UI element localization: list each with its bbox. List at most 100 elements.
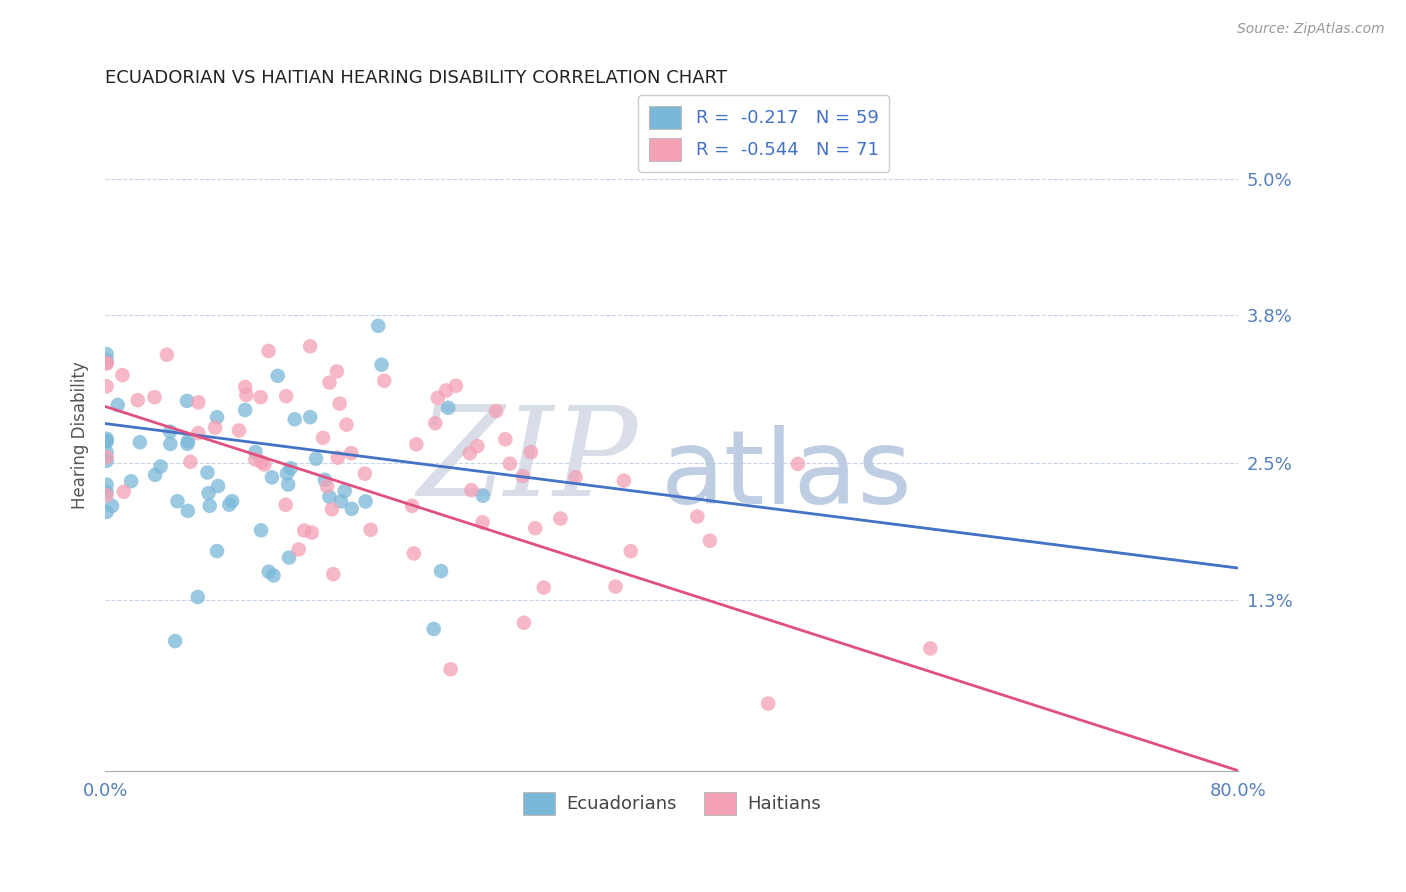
Point xyxy=(524,521,547,535)
Point xyxy=(187,395,209,409)
Point xyxy=(96,450,118,465)
Point xyxy=(253,458,276,472)
Point xyxy=(111,368,134,382)
Point xyxy=(316,479,339,493)
Text: atlas: atlas xyxy=(661,425,912,525)
Point xyxy=(96,434,118,448)
Point xyxy=(367,318,389,333)
Point xyxy=(187,590,209,604)
Point xyxy=(299,339,322,353)
Point xyxy=(245,452,267,467)
Point xyxy=(267,368,290,383)
Point xyxy=(686,509,709,524)
Point xyxy=(250,455,273,469)
Point xyxy=(128,435,150,450)
Point xyxy=(318,490,340,504)
Point xyxy=(322,567,344,582)
Point xyxy=(257,343,280,358)
Point xyxy=(165,634,187,648)
Point xyxy=(257,565,280,579)
Point xyxy=(485,404,508,418)
Point xyxy=(326,450,349,465)
Point xyxy=(96,488,118,502)
Point xyxy=(245,445,267,459)
Point xyxy=(318,376,340,390)
Point xyxy=(333,483,356,498)
Point xyxy=(263,568,285,582)
Point xyxy=(205,544,228,558)
Point xyxy=(520,445,543,459)
Point xyxy=(159,437,181,451)
Point xyxy=(422,622,444,636)
Point xyxy=(156,348,179,362)
Point xyxy=(440,662,463,676)
Point xyxy=(620,544,643,558)
Point xyxy=(756,697,779,711)
Point xyxy=(494,432,516,446)
Point xyxy=(233,403,256,417)
Point xyxy=(233,380,256,394)
Point xyxy=(96,434,118,449)
Point xyxy=(301,525,323,540)
Point xyxy=(699,533,721,548)
Point xyxy=(228,424,250,438)
Point xyxy=(96,445,118,459)
Point xyxy=(425,416,447,430)
Point xyxy=(143,390,166,404)
Point xyxy=(197,486,219,500)
Point xyxy=(96,356,118,370)
Point xyxy=(96,454,118,468)
Point xyxy=(305,451,328,466)
Point xyxy=(143,467,166,482)
Point xyxy=(284,412,307,426)
Point xyxy=(354,494,377,508)
Point xyxy=(101,499,124,513)
Point xyxy=(458,446,481,460)
Point xyxy=(187,426,209,441)
Point xyxy=(330,494,353,508)
Point xyxy=(340,501,363,516)
Point xyxy=(434,384,457,398)
Point xyxy=(198,499,221,513)
Point xyxy=(277,477,299,491)
Point xyxy=(314,473,336,487)
Point xyxy=(235,388,257,402)
Point xyxy=(159,425,181,439)
Point xyxy=(218,498,240,512)
Point xyxy=(96,505,118,519)
Point xyxy=(499,457,522,471)
Point xyxy=(401,499,423,513)
Point xyxy=(786,457,808,471)
Point xyxy=(512,469,534,483)
Text: Source: ZipAtlas.com: Source: ZipAtlas.com xyxy=(1237,22,1385,37)
Point xyxy=(179,455,201,469)
Point xyxy=(278,550,301,565)
Point xyxy=(276,467,298,481)
Point xyxy=(426,391,449,405)
Point xyxy=(920,641,942,656)
Point xyxy=(260,470,283,484)
Point xyxy=(177,434,200,448)
Point xyxy=(221,494,243,508)
Point xyxy=(460,483,482,498)
Point xyxy=(533,581,555,595)
Point xyxy=(329,396,352,410)
Point xyxy=(96,477,118,491)
Point xyxy=(149,459,172,474)
Point xyxy=(373,374,395,388)
Point xyxy=(96,432,118,446)
Legend: Ecuadorians, Haitians: Ecuadorians, Haitians xyxy=(516,784,828,822)
Point xyxy=(96,353,118,368)
Point xyxy=(405,437,427,451)
Point xyxy=(312,431,335,445)
Point xyxy=(472,489,495,503)
Point xyxy=(96,356,118,370)
Point xyxy=(107,398,129,412)
Point xyxy=(249,390,271,404)
Point xyxy=(176,437,198,451)
Point xyxy=(513,615,536,630)
Point xyxy=(176,393,198,408)
Point xyxy=(207,479,229,493)
Point xyxy=(112,484,135,499)
Point xyxy=(120,475,142,489)
